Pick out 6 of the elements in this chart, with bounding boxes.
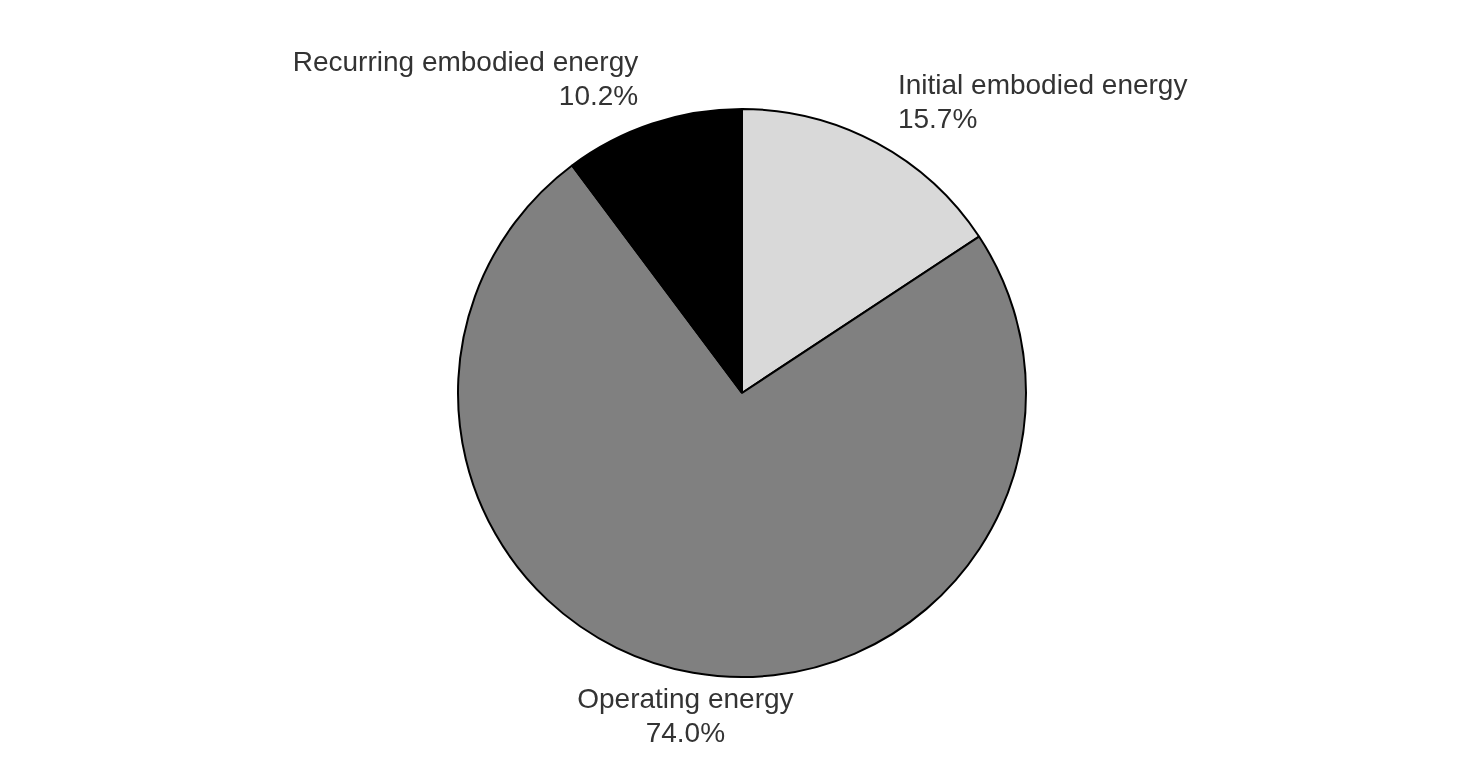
slice-label: Operating energy [577, 682, 794, 714]
data-label: 10.2% [558, 80, 639, 112]
slice-label: Initial embodied energy [897, 69, 1188, 101]
data-label: 15.7% [897, 103, 978, 135]
slice-label: Recurring embodied energy [292, 46, 639, 78]
data-label: 74.0% [645, 716, 726, 748]
